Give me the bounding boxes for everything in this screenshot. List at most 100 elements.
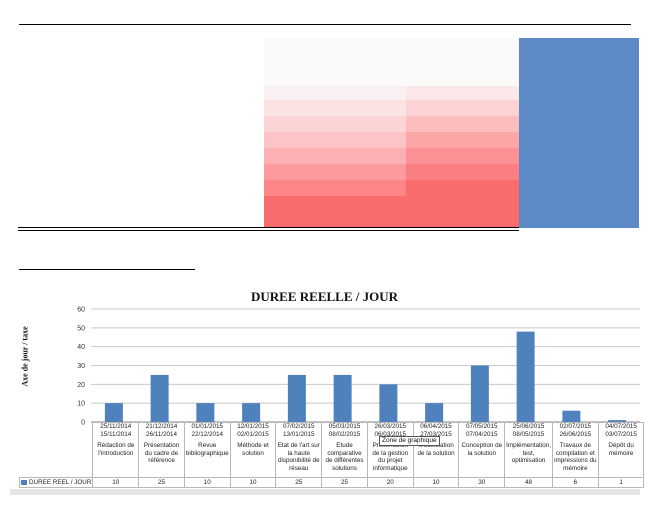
category-date-start: 08/05/2015 <box>512 430 545 438</box>
category-label: 07/02/2015 13/01/2015 Etat de l'art sur la… <box>275 422 323 478</box>
bar[interactable] <box>379 384 398 422</box>
table-value: 10 <box>183 477 231 488</box>
bar[interactable] <box>470 365 489 423</box>
category-date-end: 04/07/2015 <box>605 423 637 431</box>
gradient-stripe <box>264 38 406 86</box>
category-task: Rédaction de l'introduction <box>97 442 135 457</box>
top-rule <box>19 24 631 25</box>
bar[interactable] <box>516 331 535 422</box>
category-date-start: 03/07/2015 <box>605 430 637 438</box>
table-value: 48 <box>504 477 553 488</box>
table-value: 10 <box>412 477 460 488</box>
y-tick-label: 40 <box>77 344 85 351</box>
table-value: 20 <box>366 477 414 488</box>
category-date-end: 26/03/2015 <box>374 423 407 431</box>
category-label: 12/01/2015 02/01/2015 Méthode et solution <box>229 422 277 478</box>
blue-block <box>519 38 639 228</box>
middle-rule-2 <box>18 230 519 231</box>
table-value: 25 <box>138 477 185 488</box>
scrollbar[interactable] <box>10 489 640 495</box>
category-task: Conception de la solution <box>461 442 503 457</box>
gradient-stripe <box>406 148 519 164</box>
category-date-end: 25/11/2014 <box>100 423 132 431</box>
y-tick-label: 10 <box>77 401 85 408</box>
category-date-end: 07/05/2015 <box>466 423 498 431</box>
gradient-stripe <box>406 38 519 86</box>
category-date-start: 26/06/2015 <box>559 430 592 438</box>
y-tick-label: 20 <box>77 382 85 389</box>
gradient-block-right <box>406 38 519 228</box>
category-label: 01/01/2015 22/12/2014 Revue bibliographiqu… <box>183 422 231 478</box>
category-date-end: 06/04/2015 <box>420 423 452 431</box>
gradient-stripe <box>264 100 406 116</box>
category-label: 02/07/2015 26/06/2015 Travaux de compilati… <box>551 422 599 478</box>
gradient-stripe <box>264 196 406 228</box>
category-task: Etude comparative de différentes solutio… <box>325 442 364 472</box>
category-date-end: 02/07/2015 <box>559 423 592 431</box>
bar[interactable] <box>150 374 169 422</box>
table-value: 10 <box>92 477 140 488</box>
gradient-stripe <box>406 180 519 228</box>
y-tick-label: 30 <box>77 363 85 370</box>
category-date-start: 15/11/2014 <box>100 430 132 438</box>
category-date-start: 06/03/2015 <box>374 430 407 438</box>
category-task: Méthode et solution <box>237 442 269 457</box>
category-date-start: 22/12/2014 <box>191 430 224 438</box>
category-task: Implémentation, test, optimisation <box>506 442 551 464</box>
category-task: Revue bibliographique <box>185 442 229 457</box>
category-label: 05/03/2015 08/02/2015 Etude comparative de… <box>321 422 368 478</box>
category-label: 07/05/2015 07/04/2015 Conception de la sol… <box>458 422 506 478</box>
gradient-stripe <box>406 132 519 148</box>
category-label: 21/12/2014 26/11/2014 Présentation du cadr… <box>138 422 185 478</box>
gradient-stripe <box>406 164 519 180</box>
bar[interactable] <box>425 403 444 422</box>
gradient-stripe <box>406 86 519 100</box>
category-task: Dépôt du mémoire <box>608 442 634 457</box>
category-date-start: 08/02/2015 <box>328 430 361 438</box>
category-task: Etat de l'art sur la haute disponibilité… <box>277 442 320 472</box>
bar[interactable] <box>104 403 123 422</box>
gradient-stripe <box>406 116 519 132</box>
bar[interactable] <box>562 410 581 422</box>
category-label: 25/11/2014 15/11/2014 Rédaction de l'intro… <box>92 422 140 478</box>
gradient-stripe <box>264 164 406 180</box>
y-tick-label: 0 <box>81 420 85 427</box>
category-label: 04/07/2015 03/07/2015 Dépôt du mémoire <box>597 422 645 478</box>
bar[interactable] <box>242 403 261 422</box>
middle-rule-1 <box>18 227 519 228</box>
category-date-start: 07/04/2015 <box>466 430 498 438</box>
category-date-end: 05/03/2015 <box>328 423 361 431</box>
bar[interactable] <box>287 374 306 422</box>
category-date-start: 02/01/2015 <box>237 430 269 438</box>
category-task: Travaux de compilation et impressions du… <box>554 442 597 472</box>
chart-area-tooltip: Zone de graphique <box>379 436 440 446</box>
chart-title: DUREE REELLE / JOUR <box>251 289 398 304</box>
category-label: 25/06/2015 08/05/2015 Implémentation, test… <box>504 422 553 478</box>
category-date-end: 25/06/2015 <box>512 423 545 431</box>
table-header-blank <box>20 423 93 478</box>
table-value: 6 <box>551 477 599 488</box>
y-tick-label: 60 <box>77 307 85 314</box>
legend-label: DUREE REEL / JOUR <box>29 478 92 486</box>
gradient-stripe <box>264 116 406 132</box>
table-value: 30 <box>458 477 506 488</box>
legend-swatch <box>21 479 27 485</box>
data-table: 25/11/2014 15/11/2014 Rédaction de l'intro… <box>18 422 645 488</box>
bar[interactable] <box>333 374 352 422</box>
bar[interactable] <box>608 420 627 422</box>
bar[interactable] <box>196 403 215 422</box>
gradient-stripe <box>264 86 406 100</box>
category-date-end: 21/12/2014 <box>145 423 178 431</box>
table-value: 25 <box>321 477 368 488</box>
category-date-end: 07/02/2015 <box>283 423 315 431</box>
table-value: 25 <box>275 477 323 488</box>
category-task: Présentation du cadre de référence <box>143 442 180 464</box>
gradient-stripe <box>264 148 406 164</box>
category-date-start: 13/01/2015 <box>283 430 315 438</box>
gradient-stripe <box>406 100 519 116</box>
category-date-end: 01/01/2015 <box>191 423 224 431</box>
table-value: 10 <box>229 477 277 488</box>
short-rule <box>19 269 195 270</box>
